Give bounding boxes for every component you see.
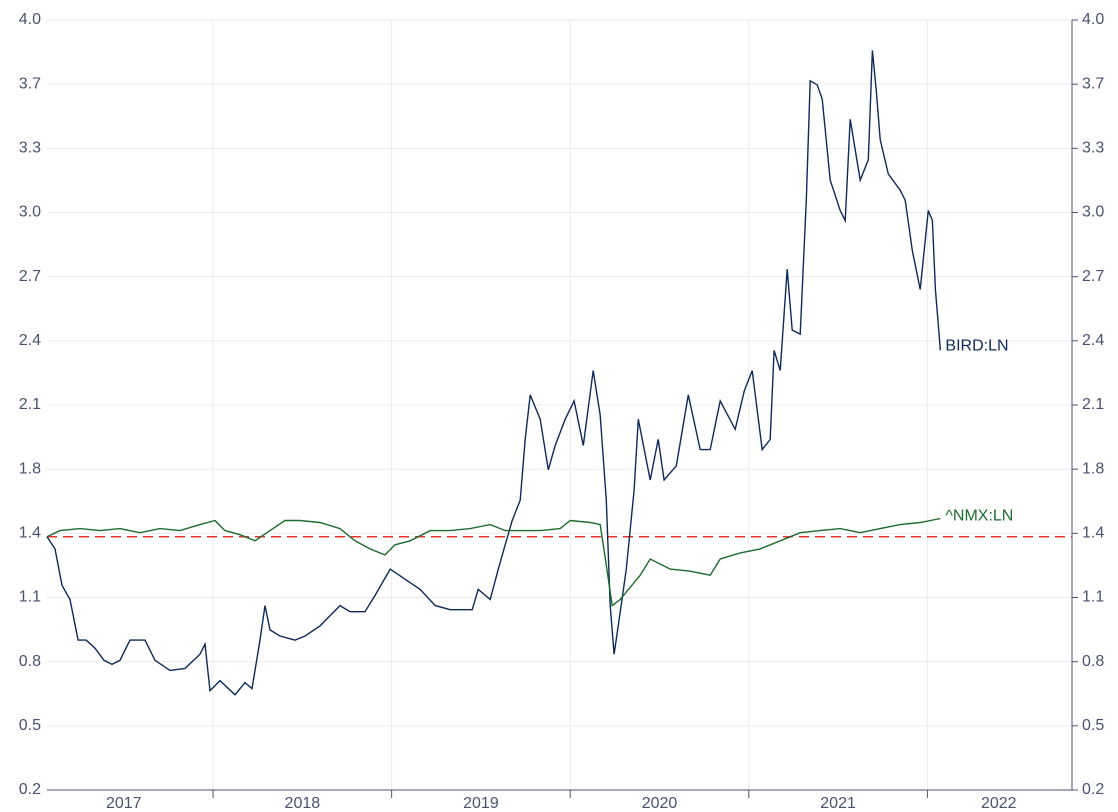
y2-tick-label: 3.7 — [1082, 75, 1104, 92]
y-tick-label: 4.0 — [19, 11, 41, 28]
y2-tick-label: 4.0 — [1082, 11, 1104, 28]
y2-tick-label: 2.4 — [1082, 332, 1104, 349]
y-tick-label: 2.4 — [19, 332, 41, 349]
y-tick-label: 1.8 — [19, 460, 41, 477]
x-tick-label: 2019 — [463, 795, 499, 812]
y2-tick-label: 1.4 — [1082, 525, 1104, 542]
y2-tick-label: 3.3 — [1082, 140, 1104, 157]
series-label: ^NMX:LN — [945, 508, 1013, 525]
y2-tick-label: 2.1 — [1082, 396, 1104, 413]
y-tick-label: 1.1 — [19, 589, 41, 606]
y2-tick-label: 1.1 — [1082, 589, 1104, 606]
x-tick-label: 2022 — [981, 795, 1017, 812]
y-tick-label: 2.7 — [19, 268, 41, 285]
y-tick-label: 1.4 — [19, 525, 41, 542]
x-tick-label: 2017 — [106, 795, 142, 812]
y-tick-label: 0.2 — [19, 781, 41, 798]
x-tick-label: 2018 — [285, 795, 321, 812]
y2-tick-label: 0.5 — [1082, 717, 1104, 734]
y-tick-label: 2.1 — [19, 396, 41, 413]
series-line — [46, 50, 942, 696]
y-tick-label: 0.5 — [19, 717, 41, 734]
y2-tick-label: 2.7 — [1082, 268, 1104, 285]
x-tick-label: 2021 — [820, 795, 856, 812]
x-tick-label: 2020 — [642, 795, 678, 812]
series-label: BIRD:LN — [945, 338, 1008, 355]
y2-tick-label: 3.0 — [1082, 204, 1104, 221]
y-tick-label: 3.7 — [19, 75, 41, 92]
y-tick-label: 3.3 — [19, 140, 41, 157]
y2-tick-label: 0.8 — [1082, 653, 1104, 670]
series-line — [46, 517, 941, 607]
y2-tick-label: 0.2 — [1082, 781, 1104, 798]
y-tick-label: 0.8 — [19, 653, 41, 670]
y2-tick-label: 1.8 — [1082, 460, 1104, 477]
y-tick-label: 3.0 — [19, 204, 41, 221]
